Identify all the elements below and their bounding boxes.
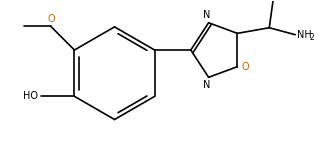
Text: 2: 2 [309,33,314,42]
Text: O: O [47,14,55,24]
Text: HO: HO [23,91,38,101]
Text: NH: NH [297,30,311,40]
Text: N: N [203,80,210,90]
Text: O: O [241,62,249,72]
Text: N: N [203,10,210,20]
